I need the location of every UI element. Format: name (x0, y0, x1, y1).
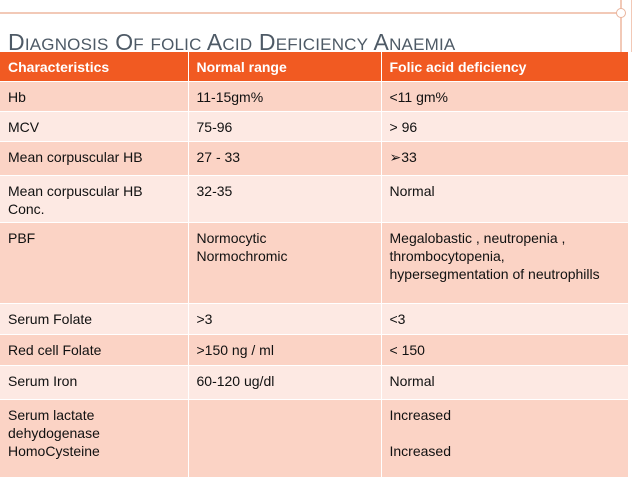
cell-normal-range: 32-35 (188, 175, 382, 223)
frame-line-right (620, 0, 622, 52)
cell-text-line: Conc. (8, 201, 45, 217)
cell-normal-range: 27 - 33 (188, 141, 382, 176)
cell-normal-range: >150 ng / ml (188, 334, 382, 366)
table-row: MCV 75-96 > 96 (0, 111, 629, 142)
header-normal-range: Normal range (188, 52, 382, 82)
table-row: Hb 11-15gm% <11 gm% (0, 81, 629, 112)
table-row: Mean corpuscular HB 27 - 33 ➢33 (0, 141, 629, 176)
cell-text-line: Normal (389, 183, 435, 199)
cell-deficiency: Increased Increased (381, 399, 629, 477)
cell-text-line: Red cell Folate (8, 342, 102, 358)
cell-characteristic: Serum lactate dehydogenase HomoCysteine (0, 399, 189, 477)
cell-text-line: Normochromic (196, 248, 288, 264)
cell-text-line: < 150 (389, 342, 425, 358)
page-title: DIAGNOSIS OF FOLIC ACID DEFICIENCY ANAEM… (8, 29, 456, 55)
cell-text-line: hypersegmentation of neutrophills (389, 266, 600, 282)
cell-text-line: 11-15gm% (196, 89, 264, 105)
cell-text-line: >150 ng / ml (196, 342, 274, 358)
cell-text-line: 32-35 (196, 183, 233, 199)
table-row: Mean corpuscular HB Conc. 32-35 Normal (0, 175, 629, 223)
cell-characteristic: Serum Folate (0, 303, 189, 335)
cell-text-line: <11 gm% (389, 89, 449, 105)
cell-normal-range: 60-120 ug/dl (188, 365, 382, 400)
cell-text-line: Mean corpuscular HB (8, 183, 143, 199)
cell-text-line: PBF (8, 230, 36, 246)
diagnosis-table: Characteristics Normal range Folic acid … (0, 52, 629, 477)
frame-line-right-outer (631, 0, 632, 52)
cell-deficiency: <3 (381, 303, 629, 335)
table-row: Serum Iron 60-120 ug/dl Normal (0, 365, 629, 400)
cell-text-line: thrombocytopenia, (389, 248, 505, 264)
cell-normal-range: 11-15gm% (188, 81, 382, 112)
cell-characteristic: Mean corpuscular HB Conc. (0, 175, 189, 223)
cell-deficiency: <11 gm% (381, 81, 629, 112)
cell-text-line: Hb (8, 89, 26, 105)
cell-characteristic: PBF (0, 222, 189, 304)
cell-text-line: 60-120 ug/dl (196, 373, 275, 389)
cell-text-line: Megalobastic , neutropenia , (389, 230, 566, 246)
cell-text-line (390, 424, 620, 442)
cell-normal-range: Normocytic Normochromic (188, 222, 382, 304)
cell-text-line: Serum lactate (8, 407, 95, 423)
cell-text-line: Normal (389, 373, 435, 389)
cell-characteristic: Serum Iron (0, 365, 189, 400)
cell-characteristic: Red cell Folate (0, 334, 189, 366)
cell-text-line: > 96 (389, 119, 418, 135)
cell-deficiency: Megalobastic , neutropenia , thrombocytop… (381, 222, 629, 304)
cell-text-line: Serum Folate (8, 311, 93, 327)
header-folic-acid-deficiency: Folic acid deficiency (381, 52, 629, 82)
frame-line-top (0, 12, 622, 14)
cell-text-line: <3 (389, 311, 406, 327)
cell-deficiency: > 96 (381, 111, 629, 142)
cell-characteristic: Mean corpuscular HB (0, 141, 189, 176)
cell-deficiency: ➢33 (381, 141, 629, 176)
table-row: PBF Normocytic Normochromic Megalobastic , … (0, 222, 629, 304)
cell-characteristic: Hb (0, 81, 189, 112)
cell-text-line: Serum Iron (8, 373, 78, 389)
cell-text-line: HomoCysteine (8, 443, 100, 459)
cell-text-line: >3 (196, 311, 213, 327)
cell-text-line: ➢33 (389, 149, 417, 165)
cell-text-line: dehydogenase (8, 425, 100, 441)
cell-text-line: 75-96 (196, 119, 233, 135)
cell-text-line: Normocytic (196, 230, 267, 246)
cell-normal-range: >3 (188, 303, 382, 335)
cell-text-line: Increased (389, 407, 451, 423)
cell-text-line: 27 - 33 (196, 149, 241, 165)
table-row: Serum Folate >3 <3 (0, 303, 629, 335)
cell-text-line: Increased (389, 443, 451, 459)
header-characteristics: Characteristics (0, 52, 189, 82)
cell-deficiency: Normal (381, 175, 629, 223)
cell-text-line: MCV (8, 119, 40, 135)
cell-deficiency: < 150 (381, 334, 629, 366)
cell-normal-range (188, 399, 382, 477)
cell-text-line: Mean corpuscular HB (8, 149, 143, 165)
table-row: Red cell Folate >150 ng / ml < 150 (0, 334, 629, 366)
cell-deficiency: Normal (381, 365, 629, 400)
cell-normal-range: 75-96 (188, 111, 382, 142)
cell-characteristic: MCV (0, 111, 189, 142)
table-header-row: Characteristics Normal range Folic acid … (0, 52, 629, 82)
table-row: Serum lactate dehydogenase HomoCysteine Inc… (0, 399, 629, 477)
frame-ring-ornament (616, 8, 626, 18)
